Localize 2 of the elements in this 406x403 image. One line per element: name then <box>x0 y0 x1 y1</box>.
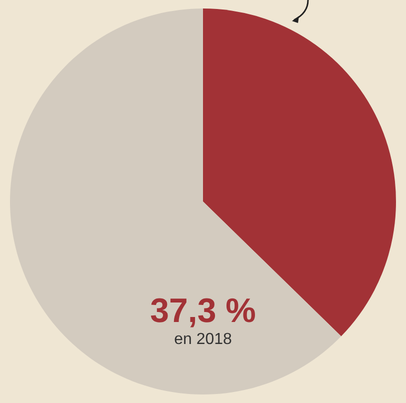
text: 37,3 % <box>149 292 257 330</box>
text: en 2018 <box>173 330 233 350</box>
